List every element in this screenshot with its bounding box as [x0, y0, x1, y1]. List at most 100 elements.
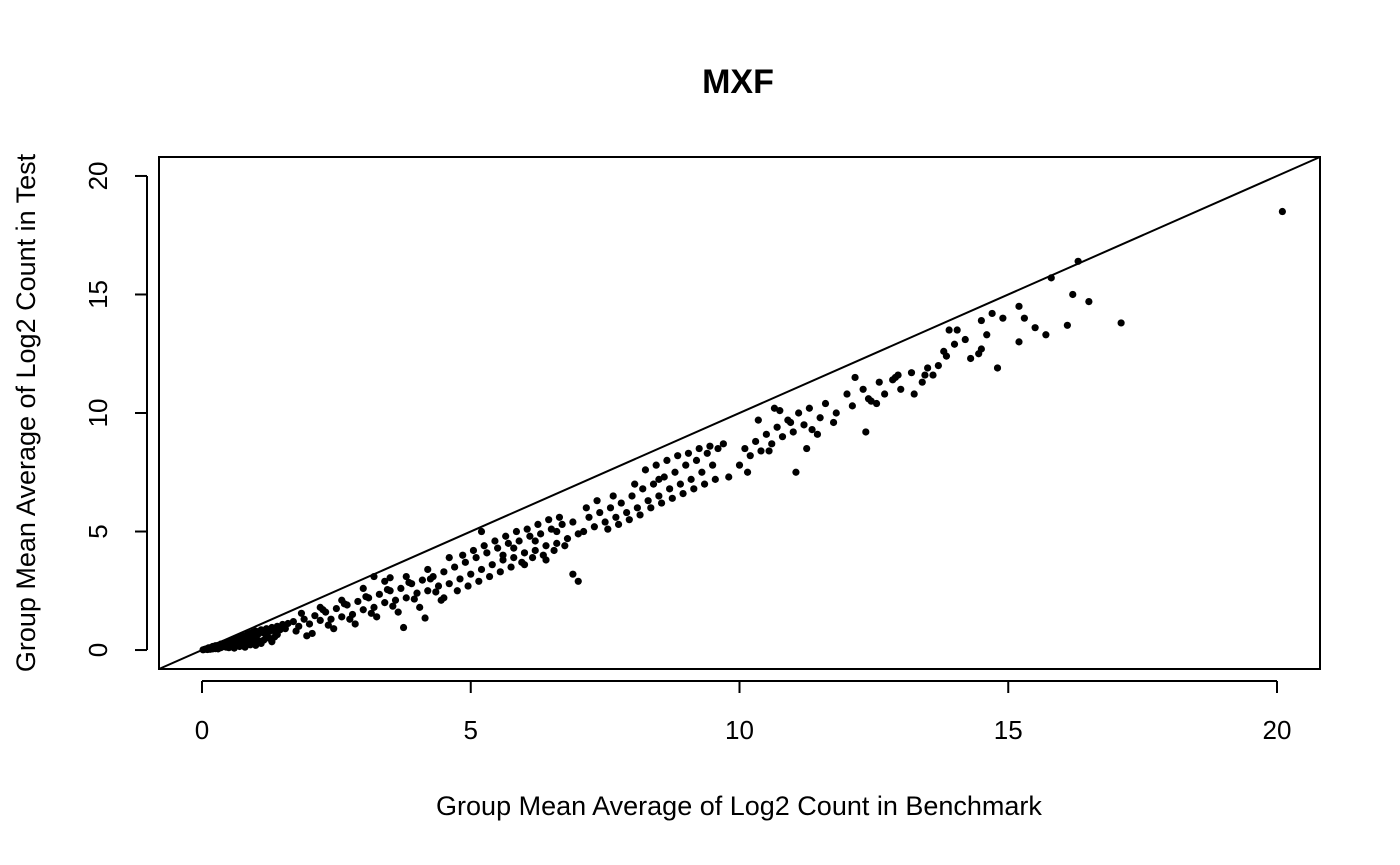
- y-axis-label: Group Mean Average of Log2 Count in Test: [11, 153, 41, 672]
- data-point: [362, 593, 370, 601]
- data-point: [641, 466, 650, 474]
- data-point: [346, 615, 354, 623]
- data-point: [467, 570, 475, 578]
- data-point: [1042, 331, 1050, 339]
- data-point: [515, 537, 523, 545]
- data-point: [225, 644, 233, 652]
- data-point: [461, 558, 469, 566]
- data-point: [623, 508, 631, 517]
- data-point: [389, 602, 397, 610]
- data-point: [381, 577, 389, 585]
- data-point: [816, 414, 824, 422]
- data-point: [757, 447, 765, 455]
- data-point: [929, 371, 937, 379]
- data-point: [687, 475, 695, 483]
- data-point: [953, 326, 961, 334]
- data-point: [604, 525, 612, 533]
- data-point: [580, 527, 588, 536]
- data-point: [889, 376, 897, 384]
- y-tick-label: 10: [83, 399, 113, 428]
- data-point: [330, 625, 338, 633]
- data-point: [967, 354, 975, 363]
- data-point: [881, 390, 889, 398]
- data-point: [692, 456, 701, 465]
- y-tick-label: 15: [83, 280, 113, 309]
- data-point: [1085, 297, 1093, 306]
- data-point: [553, 539, 561, 547]
- data-point: [999, 314, 1007, 322]
- data-point: [297, 609, 306, 617]
- data-point: [494, 544, 502, 552]
- data-point: [421, 614, 429, 622]
- data-point: [370, 603, 378, 611]
- data-point: [867, 397, 875, 405]
- data-point: [601, 518, 609, 526]
- data-point: [292, 627, 300, 635]
- data-point: [327, 615, 335, 623]
- data-point: [324, 621, 332, 629]
- data-point: [614, 520, 623, 529]
- data-point: [950, 340, 959, 348]
- data-point: [703, 449, 711, 457]
- data-point: [553, 527, 561, 536]
- data-point: [695, 444, 703, 453]
- data-point: [338, 613, 346, 621]
- data-point: [305, 620, 314, 628]
- data-point: [520, 549, 529, 557]
- data-point: [829, 418, 838, 427]
- data-point: [609, 492, 617, 500]
- data-point: [582, 504, 590, 512]
- data-point: [795, 409, 803, 417]
- data-point: [262, 633, 271, 641]
- data-point: [862, 428, 870, 436]
- data-point: [859, 385, 867, 393]
- data-point: [445, 580, 453, 588]
- data-point: [464, 582, 472, 590]
- data-point: [875, 378, 883, 386]
- data-point: [545, 516, 553, 524]
- data-point: [555, 513, 564, 521]
- data-point: [456, 575, 464, 583]
- data-point: [477, 527, 486, 536]
- data-point: [1117, 319, 1125, 327]
- data-point: [370, 572, 378, 581]
- data-point: [725, 473, 733, 481]
- data-point: [469, 546, 478, 555]
- data-point: [843, 390, 851, 398]
- data-point: [416, 603, 424, 611]
- data-point: [491, 537, 499, 545]
- data-point: [832, 409, 840, 417]
- data-point: [1031, 324, 1039, 332]
- data-point: [510, 544, 518, 552]
- data-point: [894, 371, 902, 379]
- plot-frame: [158, 156, 1321, 670]
- data-point: [778, 433, 787, 441]
- data-point: [666, 485, 674, 493]
- data-point: [523, 525, 531, 533]
- data-point: [690, 485, 698, 493]
- x-axis-label: Group Mean Average of Log2 Count in Benc…: [436, 791, 1042, 821]
- data-point: [550, 546, 558, 555]
- data-point: [765, 447, 773, 455]
- data-point: [311, 612, 319, 620]
- data-point: [480, 542, 488, 550]
- data-point: [1069, 290, 1077, 299]
- data-point: [563, 535, 572, 543]
- data-point: [924, 364, 932, 372]
- data-point: [308, 629, 316, 638]
- data-point: [945, 326, 953, 334]
- data-point: [561, 542, 569, 550]
- data-point: [569, 570, 577, 578]
- data-point: [472, 553, 480, 562]
- data-point: [424, 565, 432, 574]
- data-point: [241, 638, 249, 646]
- data-point: [1047, 274, 1055, 282]
- identity-reference-line: [158, 156, 1321, 670]
- data-point: [359, 606, 367, 614]
- data-point: [714, 444, 722, 453]
- data-point: [625, 516, 633, 524]
- data-point: [735, 461, 744, 469]
- x-tick-label: 5: [464, 715, 478, 745]
- data-point: [746, 452, 754, 460]
- data-point: [405, 578, 413, 587]
